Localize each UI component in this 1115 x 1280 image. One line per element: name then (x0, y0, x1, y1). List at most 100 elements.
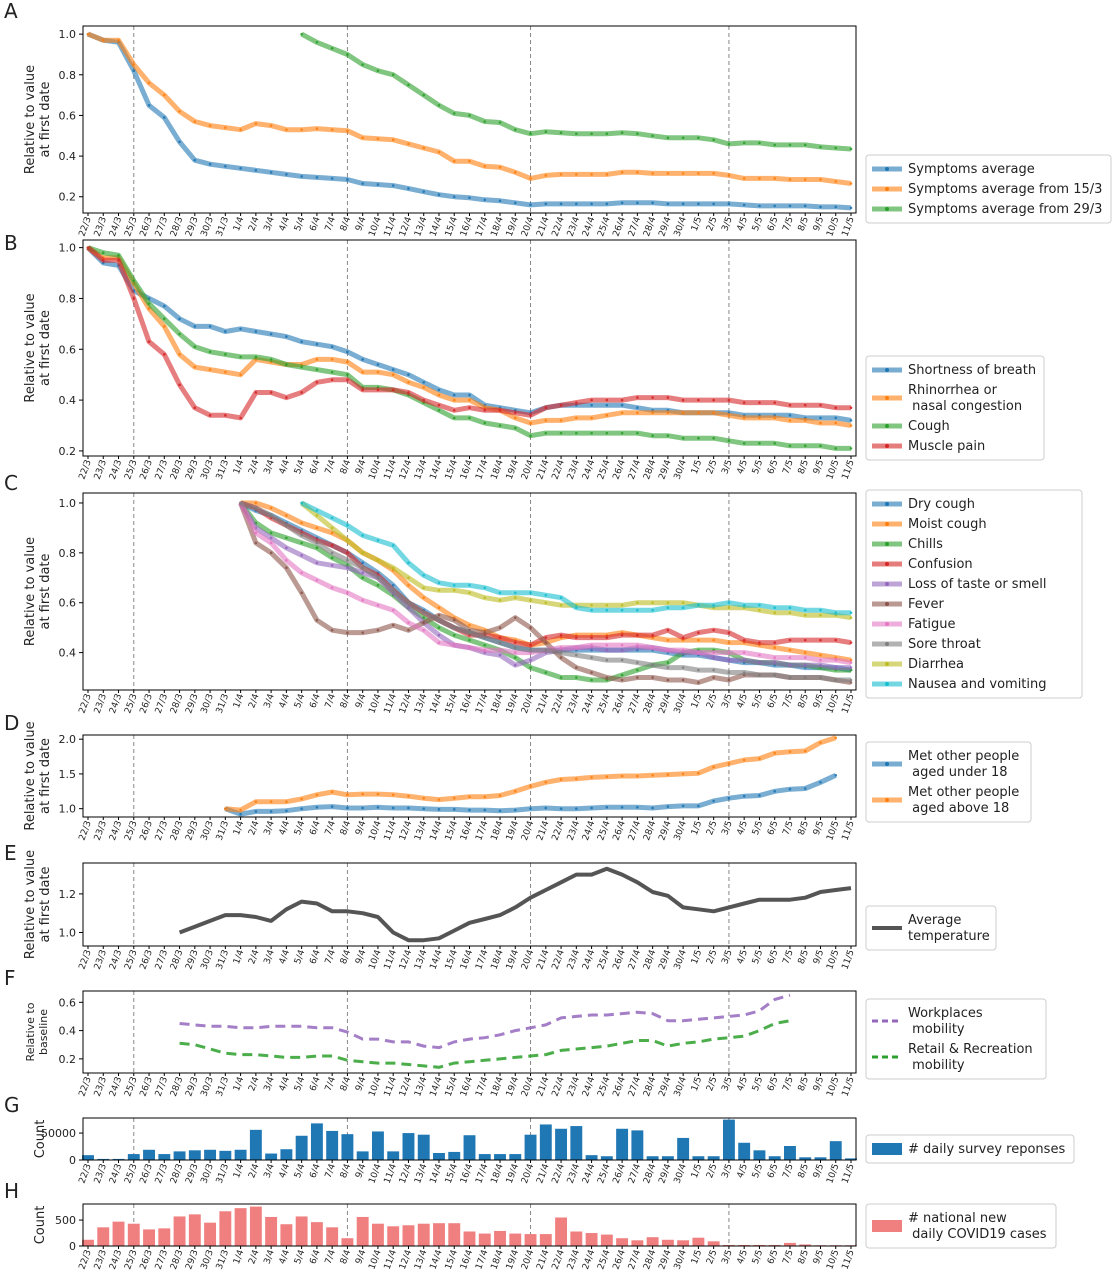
bar (249, 1206, 262, 1246)
data-point (117, 253, 120, 257)
x-tick-label: 28/3 (169, 693, 185, 715)
data-point (452, 796, 456, 800)
x-tick-label: 8/5 (797, 1249, 811, 1266)
bar (127, 1223, 140, 1246)
data-point (620, 171, 624, 174)
bar (768, 1244, 781, 1246)
x-tick-label: 27/3 (154, 216, 170, 238)
data-point (620, 805, 624, 809)
x-tick-label: 29/3 (184, 216, 200, 238)
data-point (819, 608, 822, 612)
x-tick-label: 25/3 (123, 459, 139, 481)
x-tick-label: 31/3 (215, 949, 231, 971)
x-tick-label: 22/4 (551, 692, 567, 715)
data-point (620, 201, 624, 205)
data-point (697, 681, 700, 684)
legend-label: Average temperature (908, 913, 990, 944)
data-point (834, 146, 838, 150)
data-point (315, 40, 319, 44)
x-tick-label: 8/4 (339, 692, 353, 709)
x-tick-label: 14/4 (428, 692, 444, 715)
data-point (300, 340, 303, 343)
data-point (559, 778, 563, 781)
data-point (834, 666, 838, 669)
data-point (239, 166, 242, 170)
data-point (590, 656, 593, 659)
data-point (269, 531, 273, 535)
data-point (758, 141, 761, 145)
legend-label: Shortness of breath (908, 363, 1036, 378)
x-tick-label: 23/3 (93, 1163, 109, 1185)
data-point (575, 202, 578, 206)
data-point (468, 416, 471, 420)
data-point (513, 789, 517, 793)
data-point (300, 534, 303, 537)
data-point (605, 636, 609, 639)
data-point (697, 398, 700, 402)
bar (509, 1233, 522, 1246)
data-point (330, 516, 334, 520)
data-point (636, 805, 639, 809)
data-point (269, 536, 273, 540)
data-point (803, 787, 807, 790)
data-point (330, 628, 334, 632)
data-point (590, 603, 593, 607)
legend-swatch-marker (885, 444, 889, 448)
x-tick-label: 23/4 (566, 1075, 582, 1098)
x-tick-label: 30/4 (673, 1075, 689, 1098)
data-point (178, 317, 181, 321)
data-point (208, 162, 212, 166)
data-point (254, 391, 258, 394)
data-point (758, 401, 761, 404)
x-tick-label: 10/5 (825, 693, 841, 715)
x-tick-label: 24/3 (108, 1163, 124, 1185)
data-point (300, 175, 303, 178)
data-point (269, 541, 273, 545)
data-point (285, 559, 288, 562)
x-tick-label: 1/5 (690, 693, 704, 710)
bar (341, 1238, 354, 1246)
axes-frame (82, 734, 857, 818)
data-point (803, 444, 807, 448)
data-point (224, 807, 227, 810)
data-point (651, 608, 654, 612)
data-point (559, 431, 563, 435)
data-point (742, 441, 746, 445)
data-point (224, 370, 227, 374)
x-tick-label: 23/3 (93, 216, 109, 238)
data-point (758, 608, 761, 612)
x-tick-label: 8/5 (797, 949, 811, 966)
legend-box (865, 1203, 1057, 1249)
x-tick-label: 5/5 (751, 1163, 765, 1180)
bar (738, 1142, 751, 1160)
x-tick-label: 4/5 (736, 693, 750, 710)
x-tick-label: 9/5 (812, 1163, 826, 1180)
x-tick-label: 9/5 (812, 693, 826, 710)
data-point (773, 177, 776, 180)
x-tick-label: 27/4 (627, 1162, 643, 1185)
data-point (224, 164, 227, 168)
data-point (590, 202, 593, 206)
data-point (605, 202, 609, 206)
data-point (697, 172, 700, 175)
data-point (513, 656, 517, 659)
legend-swatch-marker (885, 622, 889, 626)
y-tick-label: 1.0 (59, 497, 77, 510)
x-tick-label: 26/4 (612, 1075, 628, 1098)
x-tick-label: 10/4 (367, 692, 383, 715)
data-point (575, 132, 578, 136)
bar (555, 1217, 568, 1246)
x-tick-label: 21/4 (535, 215, 551, 238)
data-point (285, 363, 288, 366)
x-tick-label: 2/5 (705, 1076, 719, 1093)
data-point (788, 663, 792, 667)
x-tick-label: 22/4 (551, 458, 567, 481)
series-line-average-temperature (178, 866, 852, 943)
data-point (788, 414, 792, 417)
panel-e: E 1.0 1.2 Relative to valueat first date 22/… (4, 841, 997, 971)
data-point (117, 38, 120, 42)
legend-label: Workplaces mobility (908, 1006, 983, 1037)
data-point (269, 171, 273, 174)
data-point (819, 444, 822, 448)
